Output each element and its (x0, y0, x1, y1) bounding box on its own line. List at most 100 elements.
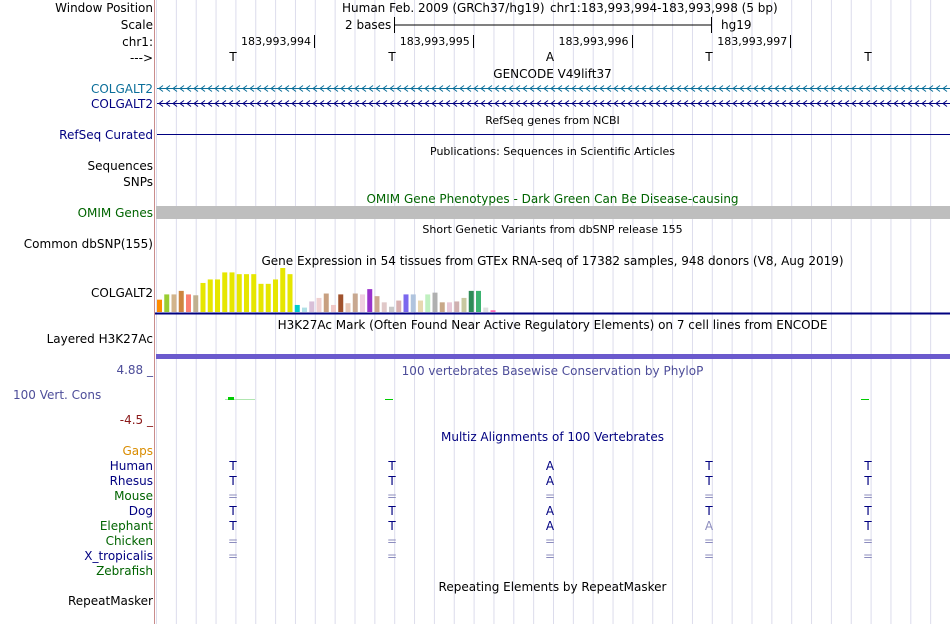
multiz-base: T (388, 519, 396, 533)
strand-chevron (578, 85, 584, 92)
strand-chevron (368, 85, 374, 92)
strand-chevron (494, 100, 500, 107)
strand-chevron (613, 85, 619, 92)
strand-chevron (501, 100, 507, 107)
strand-chevron (333, 100, 339, 107)
multiz-species-label[interactable]: Zebrafish (96, 564, 153, 578)
strand-chevron (697, 85, 703, 92)
strand-chevron (697, 100, 703, 107)
strand-chevron (725, 85, 731, 92)
publications-sequences-label[interactable]: Sequences (87, 159, 153, 173)
omim-label[interactable]: OMIM Genes (77, 206, 153, 220)
strand-chevron (746, 100, 752, 107)
strand-chevron (809, 100, 815, 107)
h3k27ac-label[interactable]: Layered H3K27Ac (46, 332, 153, 346)
strand-chevron (732, 100, 738, 107)
multiz-species-label[interactable]: Human (109, 459, 153, 473)
strand-chevron (536, 85, 542, 92)
strand-chevron (746, 85, 752, 92)
gtex-tissue-bar (381, 302, 387, 312)
strand-chevron (711, 85, 717, 92)
gtex-tissue-bar (410, 294, 416, 312)
gtex-tissue-bar (352, 293, 358, 312)
strand-chevron (298, 100, 304, 107)
strand-chevron (473, 100, 479, 107)
multiz-species-label[interactable]: Elephant (99, 519, 153, 533)
multiz-base: T (229, 459, 237, 473)
strand-chevron (459, 85, 465, 92)
strand-chevron (228, 85, 234, 92)
position-text[interactable]: chr1:183,993,994-183,993,998 (5 bp) (550, 1, 778, 15)
strand-chevron (375, 100, 381, 107)
h3k27ac-signal-band[interactable] (156, 354, 950, 359)
strand-chevron (641, 85, 647, 92)
strand-chevron (893, 85, 899, 92)
strand-chevron (410, 85, 416, 92)
scale-label: Scale (120, 18, 153, 32)
gtex-tissue-bar (236, 274, 242, 312)
gtex-tissue-bar (164, 294, 170, 312)
strand-chevron (830, 85, 836, 92)
refseq-label[interactable]: RefSeq Curated (59, 128, 153, 142)
multiz-base: = (544, 549, 556, 563)
refseq-gene-line[interactable] (157, 134, 950, 135)
strand-chevron (753, 100, 759, 107)
strand-chevron (914, 100, 920, 107)
gencode-gene-2-label[interactable]: COLGALT2 (90, 97, 153, 111)
multiz-base: = (703, 549, 715, 563)
coordinate-tick (472, 35, 474, 48)
publications-snps-label[interactable]: SNPs (123, 175, 153, 189)
gtex-tissue-bar (222, 272, 228, 312)
strand-chevron (641, 100, 647, 107)
gtex-tissue-bar (171, 294, 177, 312)
repeatmasker-label[interactable]: RepeatMasker (67, 594, 153, 608)
multiz-base: = (862, 489, 874, 503)
strand-chevron (865, 85, 871, 92)
gencode-gene-1-label[interactable]: COLGALT2 (90, 82, 153, 96)
gtex-tissue-bar (483, 307, 489, 312)
phylop-score-mark (385, 399, 393, 400)
multiz-base: T (388, 504, 396, 518)
strand-chevron (634, 85, 640, 92)
strand-chevron (438, 100, 444, 107)
strand-chevron (494, 85, 500, 92)
strand-chevron (179, 100, 185, 107)
gtex-expression-chart[interactable] (155, 266, 950, 316)
gtex-tissue-bar (323, 293, 329, 312)
strand-chevron (326, 100, 332, 107)
phylop-conservation-plot[interactable] (155, 395, 950, 405)
multiz-species-label[interactable]: Dog (128, 504, 153, 518)
multiz-species-label[interactable]: X_tropicalis (84, 549, 153, 563)
strand-chevron (739, 100, 745, 107)
gencode-gene-models[interactable] (155, 82, 950, 112)
strand-chevron (515, 85, 521, 92)
strand-chevron (368, 100, 374, 107)
base-letter: T (229, 50, 237, 64)
strand-chevron (788, 100, 794, 107)
chrom-label: chr1: (122, 35, 153, 49)
assembly-text[interactable]: Human Feb. 2009 (GRCh37/hg19) (342, 1, 545, 15)
gtex-label[interactable]: COLGALT2 (90, 286, 153, 300)
phylop-title: 100 vertebrates Basewise Conservation by… (401, 364, 704, 378)
coordinate-tick (790, 35, 792, 48)
multiz-gaps-label[interactable]: Gaps (122, 444, 153, 458)
multiz-species-label[interactable]: Mouse (114, 489, 153, 503)
omim-feature-bar[interactable] (156, 206, 950, 219)
strand-chevron (830, 100, 836, 107)
strand-chevron (767, 100, 773, 107)
strand-chevron (340, 85, 346, 92)
phylop-label[interactable]: 100 Vert. Cons (13, 388, 102, 402)
strand-chevron (851, 85, 857, 92)
strand-chevron (767, 85, 773, 92)
multiz-base: = (386, 534, 398, 548)
multiz-base: T (705, 504, 713, 518)
coordinate-label: 183,993,996 (558, 35, 629, 48)
multiz-species-label[interactable]: Rhesus (109, 474, 153, 488)
multiz-species-label[interactable]: Chicken (105, 534, 153, 548)
gtex-tissue-bar (244, 274, 249, 312)
strand-chevron (522, 100, 528, 107)
strand-chevron (172, 100, 178, 107)
dbsnp-label[interactable]: Common dbSNP(155) (23, 237, 153, 251)
multiz-base: T (864, 519, 872, 533)
strand-chevron (886, 85, 892, 92)
